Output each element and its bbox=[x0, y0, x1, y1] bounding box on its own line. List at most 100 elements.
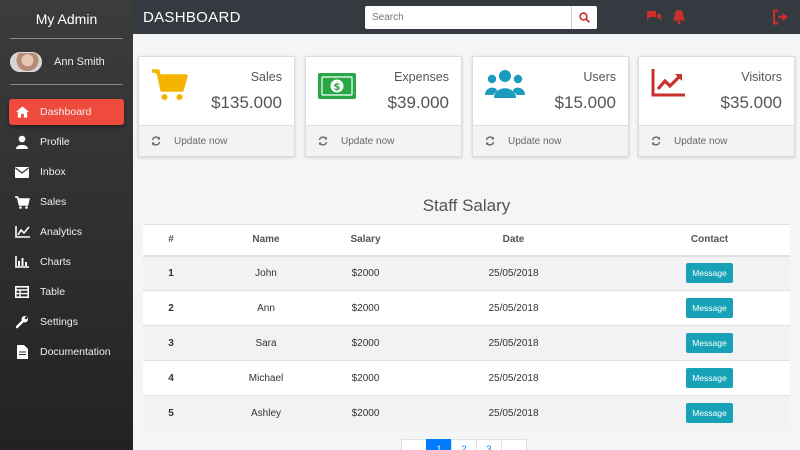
sign-out-icon[interactable] bbox=[773, 9, 789, 25]
table-icon bbox=[14, 284, 30, 300]
cell-number: 2 bbox=[143, 290, 199, 326]
pagination-page-3[interactable]: 3 bbox=[476, 439, 502, 450]
pagination-next[interactable] bbox=[501, 439, 527, 450]
sidebar-item-label: Charts bbox=[40, 256, 71, 268]
sidebar-item-documentation[interactable]: Documentation bbox=[0, 337, 133, 367]
users-icon bbox=[485, 70, 525, 98]
card-footer-text: Update now bbox=[674, 135, 728, 147]
bell-icon[interactable] bbox=[671, 9, 687, 25]
sidebar-item-settings[interactable]: Settings bbox=[0, 307, 133, 337]
sidebar-item-analytics[interactable]: Analytics bbox=[0, 217, 133, 247]
card-label: Sales bbox=[250, 70, 282, 84]
cell-contact: Message bbox=[629, 290, 790, 326]
sidebar-item-inbox[interactable]: Inbox bbox=[0, 157, 133, 187]
card-value: $15.000 bbox=[554, 93, 616, 112]
refresh-icon bbox=[485, 136, 495, 146]
top-header: DASHBOARD bbox=[133, 0, 800, 34]
column-header: Salary bbox=[333, 224, 398, 257]
update-now-link[interactable]: Update now bbox=[306, 125, 461, 156]
card-label: Expenses bbox=[394, 70, 449, 84]
cell-name: John bbox=[199, 255, 333, 291]
cell-contact: Message bbox=[629, 325, 790, 361]
home-icon bbox=[14, 104, 30, 120]
file-icon bbox=[14, 344, 30, 360]
card-value: $39.000 bbox=[387, 93, 449, 112]
sidebar-item-label: Dashboard bbox=[40, 106, 92, 118]
stat-card-sales: Sales $135.000 Update now bbox=[138, 56, 295, 157]
sidebar-item-label: Profile bbox=[40, 136, 70, 148]
user-profile[interactable]: Ann Smith bbox=[0, 39, 133, 84]
sidebar-item-sales[interactable]: Sales bbox=[0, 187, 133, 217]
sidebar-nav: Dashboard Profile Inbox Sales Analytics bbox=[0, 99, 133, 367]
column-header: Name bbox=[199, 224, 333, 257]
cart-icon bbox=[152, 69, 188, 100]
search-input[interactable] bbox=[365, 6, 571, 29]
sidebar-item-label: Analytics bbox=[40, 226, 83, 238]
divider bbox=[10, 84, 123, 85]
sidebar-item-dashboard[interactable]: Dashboard bbox=[9, 99, 124, 125]
cart-icon bbox=[14, 194, 30, 210]
message-button[interactable]: Message bbox=[686, 368, 733, 388]
pagination-prev[interactable] bbox=[401, 439, 427, 450]
search-button[interactable] bbox=[571, 6, 597, 29]
sidebar-item-label: Settings bbox=[40, 316, 78, 328]
money-icon: $ bbox=[318, 73, 356, 99]
table-row: 4 Michael $2000 25/05/2018 Message bbox=[143, 360, 790, 396]
pagination-page-1[interactable]: 1 bbox=[426, 439, 452, 450]
sidebar-item-label: Table bbox=[40, 286, 66, 298]
table-title: Staff Salary bbox=[422, 196, 511, 215]
brand-title[interactable]: My Admin bbox=[35, 11, 98, 27]
cell-number: 1 bbox=[143, 255, 199, 291]
column-header: Date bbox=[398, 224, 629, 257]
cell-date: 25/05/2018 bbox=[398, 290, 629, 326]
stat-card-expenses: $ Expenses $39.000 Update now bbox=[305, 56, 462, 157]
cell-date: 25/05/2018 bbox=[398, 360, 629, 396]
search-icon bbox=[579, 12, 590, 23]
card-label: Users bbox=[583, 70, 616, 84]
card-footer-text: Update now bbox=[174, 135, 228, 147]
svg-text:$: $ bbox=[334, 82, 341, 93]
sidebar-item-table[interactable]: Table bbox=[0, 277, 133, 307]
pagination-page-2[interactable]: 2 bbox=[451, 439, 477, 450]
cell-date: 25/05/2018 bbox=[398, 255, 629, 291]
message-button[interactable]: Message bbox=[686, 298, 733, 318]
cell-contact: Message bbox=[629, 255, 790, 291]
update-now-link[interactable]: Update now bbox=[473, 125, 628, 156]
cell-number: 5 bbox=[143, 395, 199, 431]
area-chart-icon bbox=[14, 224, 30, 240]
sidebar-item-label: Inbox bbox=[40, 166, 66, 178]
stat-card-users: Users $15.000 Update now bbox=[472, 56, 629, 157]
refresh-icon bbox=[318, 136, 328, 146]
message-button[interactable]: Message bbox=[686, 403, 733, 424]
message-button[interactable]: Message bbox=[686, 263, 733, 284]
table-row: 5 Ashley $2000 25/05/2018 Message bbox=[143, 395, 790, 431]
card-value: $135.000 bbox=[211, 93, 282, 112]
wrench-icon bbox=[14, 314, 30, 330]
envelope-icon bbox=[14, 164, 30, 180]
user-name: Ann Smith bbox=[54, 55, 105, 68]
sidebar-item-profile[interactable]: Profile bbox=[0, 127, 133, 157]
column-header: # bbox=[143, 224, 199, 257]
stat-card-visitors: Visitors $35.000 Update now bbox=[638, 56, 795, 157]
avatar[interactable] bbox=[10, 51, 42, 72]
page-title: DASHBOARD bbox=[143, 9, 241, 26]
cell-name: Ann bbox=[199, 290, 333, 326]
message-button[interactable]: Message bbox=[686, 333, 733, 353]
update-now-link[interactable]: Update now bbox=[139, 125, 294, 156]
chart-line-icon bbox=[651, 69, 685, 97]
cell-salary: $2000 bbox=[333, 395, 398, 431]
staff-salary-table: # Name Salary Date Contact 1 John $2000 … bbox=[143, 224, 790, 431]
cell-name: Ashley bbox=[199, 395, 333, 431]
comments-icon[interactable] bbox=[646, 9, 662, 25]
update-now-link[interactable]: Update now bbox=[639, 125, 794, 156]
cell-salary: $2000 bbox=[333, 360, 398, 396]
refresh-icon bbox=[151, 136, 161, 146]
card-value: $35.000 bbox=[720, 93, 782, 112]
cell-contact: Message bbox=[629, 360, 790, 396]
search-box bbox=[365, 6, 597, 29]
bar-chart-icon bbox=[14, 254, 30, 270]
cell-contact: Message bbox=[629, 395, 790, 431]
cell-salary: $2000 bbox=[333, 290, 398, 326]
sidebar-item-charts[interactable]: Charts bbox=[0, 247, 133, 277]
refresh-icon bbox=[651, 136, 661, 146]
